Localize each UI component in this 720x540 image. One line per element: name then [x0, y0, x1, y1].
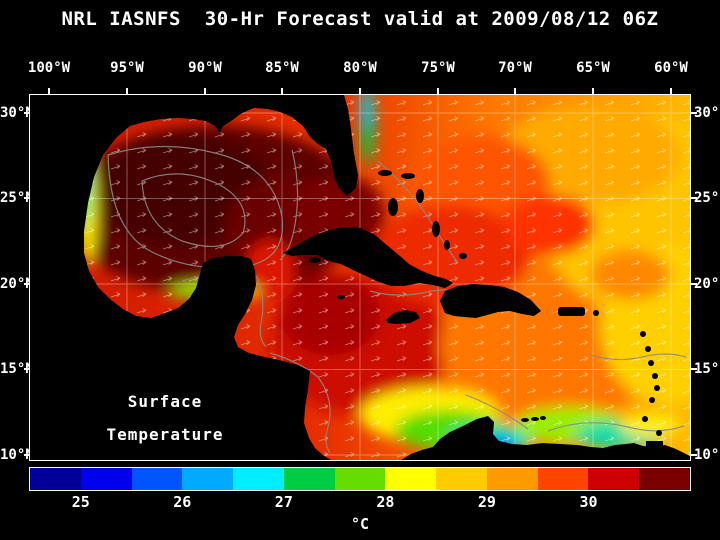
map-frame: Surface Temperature	[29, 94, 691, 461]
lon-tick-label: 70°W	[498, 60, 532, 76]
south-america-landmass	[401, 416, 690, 460]
lat-tick-label: 15°N	[694, 361, 720, 377]
axis-tick	[24, 454, 30, 456]
axis-tick	[24, 112, 30, 114]
axis-tick	[691, 283, 697, 285]
annotation-temperature: Temperature	[107, 425, 224, 444]
colorbar-tick-label: 26	[173, 493, 192, 511]
axis-tick	[691, 368, 697, 370]
axis-tick	[592, 88, 594, 95]
colorbar	[29, 467, 691, 491]
colorbar-cell	[182, 468, 234, 490]
hispaniola-island	[440, 284, 541, 318]
colorbar-cell	[537, 468, 589, 490]
colorbar-tick-label: 27	[274, 493, 293, 511]
axis-tick	[24, 283, 30, 285]
north-central-america-landmass	[30, 95, 358, 460]
colorbar-tick-label: 25	[71, 493, 90, 511]
cayman-islands	[337, 295, 345, 299]
sst-map-svg: Surface Temperature	[30, 95, 690, 460]
lon-tick-label: 85°W	[265, 60, 299, 76]
puerto-rico-island	[558, 307, 585, 316]
lat-tick-label: 25°N	[0, 190, 34, 206]
axis-tick	[670, 88, 672, 95]
axis-tick	[359, 88, 361, 95]
lat-tick-label: 20°N	[694, 276, 720, 292]
lon-tick-label: 95°W	[110, 60, 144, 76]
lat-tick-label: 10°N	[0, 447, 34, 463]
lesser-antilles-islands	[593, 310, 662, 436]
lon-tick-label: 90°W	[188, 60, 222, 76]
axis-tick	[48, 88, 50, 95]
abc-islands	[521, 416, 546, 422]
cuba-island	[283, 227, 453, 288]
colorbar-tick-label: 28	[376, 493, 395, 511]
lon-tick-label: 60°W	[654, 60, 688, 76]
colorbar-cell	[436, 468, 487, 490]
colorbar-cell	[80, 468, 132, 490]
colorbar-cell	[486, 468, 538, 490]
lon-tick-label: 75°W	[421, 60, 455, 76]
axis-tick	[126, 88, 128, 95]
axis-tick	[514, 88, 516, 95]
page-title: NRL IASNFS 30-Hr Forecast valid at 2009/…	[61, 8, 659, 30]
trinidad-island	[646, 441, 663, 454]
land-layer	[30, 95, 690, 460]
lat-tick-label: 15°N	[0, 361, 34, 377]
colorbar-cell	[283, 468, 335, 490]
axis-tick	[24, 197, 30, 199]
colorbar-cell	[30, 468, 81, 490]
colorbar-tick-label: 29	[477, 493, 496, 511]
axis-tick	[691, 454, 697, 456]
lat-tick-label: 30°N	[694, 105, 720, 121]
axis-tick	[691, 197, 697, 199]
axis-tick	[204, 88, 206, 95]
lon-tick-label: 65°W	[576, 60, 610, 76]
colorbar-cell	[639, 468, 690, 490]
jamaica-island	[386, 310, 420, 324]
axis-tick	[691, 112, 697, 114]
lon-tick-label: 80°W	[343, 60, 377, 76]
colorbar-unit-label: °C	[350, 515, 370, 533]
annotation-surface: Surface	[128, 392, 202, 411]
isle-of-youth	[309, 257, 321, 263]
lon-tick-label: 100°W	[27, 60, 71, 76]
colorbar-cell	[233, 468, 284, 490]
bahamas-islands	[378, 170, 467, 259]
map-annotation: Surface Temperature	[107, 392, 224, 444]
colorbar-ticks: 25 26 27 28 29 30	[30, 493, 690, 511]
colorbar-cell	[385, 468, 437, 490]
lat-tick-label: 20°N	[0, 276, 34, 292]
lat-tick-label: 25°N	[694, 190, 720, 206]
colorbar-cell	[588, 468, 640, 490]
colorbar-cell	[334, 468, 386, 490]
lat-tick-label: 30°N	[0, 105, 34, 121]
colorbar-tick-label: 30	[579, 493, 598, 511]
axis-tick	[281, 88, 283, 95]
axis-tick	[437, 88, 439, 95]
lat-tick-label: 10°N	[694, 447, 720, 463]
colorbar-cell	[131, 468, 183, 490]
axis-tick	[24, 368, 30, 370]
